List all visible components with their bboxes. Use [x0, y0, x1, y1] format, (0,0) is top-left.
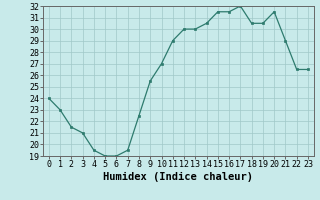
X-axis label: Humidex (Indice chaleur): Humidex (Indice chaleur) — [103, 172, 253, 182]
